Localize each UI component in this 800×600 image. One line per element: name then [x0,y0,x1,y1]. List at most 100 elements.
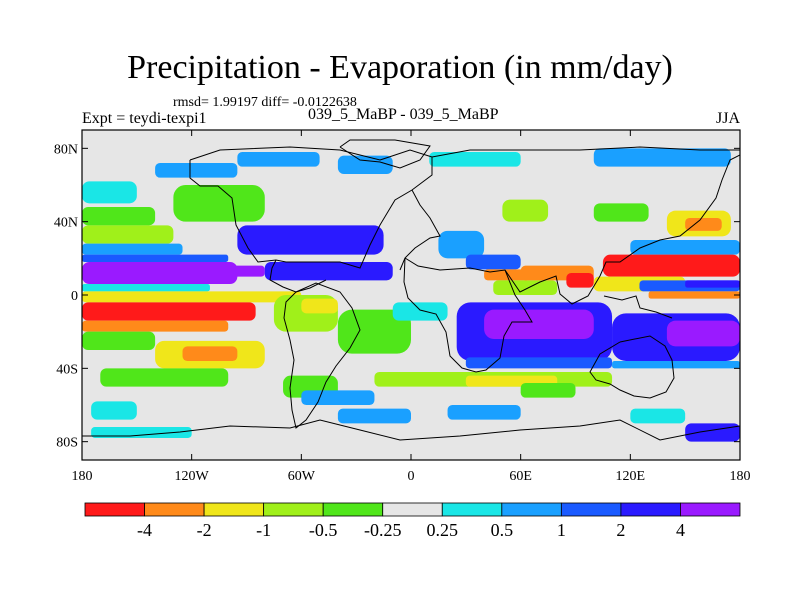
field-region [612,361,740,369]
y-tick-label: 0 [71,289,78,304]
field-region [173,185,265,222]
field-region [593,203,649,222]
x-tick-label: 0 [408,469,415,484]
x-tick-label: 60W [288,469,316,484]
colorbar-swatch [680,502,741,517]
field-region [685,423,740,442]
y-tick-label: 40S [56,362,78,377]
x-tick-label: 180 [730,469,751,484]
x-tick-label: 180 [72,469,93,484]
coastline-europe [399,189,441,271]
coastline-arabia-india [504,269,601,305]
field-region [82,243,183,255]
coastline-indonesia [603,295,673,319]
colorbar-swatch [322,502,384,517]
field-region [82,225,174,244]
coastline-south-america [283,282,361,429]
coastline-layer [82,139,740,441]
field-region [182,346,238,361]
season-label: JJA [715,110,740,127]
field-region [502,199,549,222]
colorbar-swatch [560,502,622,517]
colorbar-swatch [382,502,443,517]
colorbar-label: 2 [616,520,625,540]
field-region [155,163,238,178]
field-region [465,357,613,369]
colorbar-swatch [203,502,265,517]
case-label: 039_5_MaBP - 039_5_MaBP [308,106,499,123]
colorbar-label: -0.5 [309,520,338,540]
x-tick-label: 120E [616,469,646,484]
field-region [429,152,521,167]
field-region [82,207,156,226]
colorbar-label: 1 [557,520,566,540]
field-region [82,331,156,350]
field-region [301,298,338,314]
rmsd-diff-stats: rmsd= 1.99197 diff= -0.0122638 [173,95,357,110]
x-axis: 180 120W 60W 0 60E 120E 180 [72,130,751,484]
field-region [520,383,576,398]
coastline-antarctica [82,419,740,441]
field-region [264,262,393,281]
x-tick-label: 60E [509,469,532,484]
field-region [82,302,256,321]
field-region [630,408,686,424]
coastline-north-america [189,146,433,269]
colorbar-swatch [144,502,205,517]
field-region [82,181,137,204]
field-region [685,280,740,288]
field-region [82,320,229,332]
colorbar-label: 4 [676,520,685,540]
colorbar-swatch [263,502,324,517]
field-region [100,368,229,387]
colorbar-label: -4 [137,520,152,540]
field-region [648,291,740,299]
colorbar: -4 -2 -1 -0.5 -0.25 0.25 0.5 1 2 4 [84,502,741,540]
colorbar-swatch [441,502,503,517]
field-layer [82,130,740,460]
coastline-central-america [269,259,327,293]
colorbar-label: 0.5 [491,520,514,540]
field-region [91,427,192,438]
field-region [593,148,731,167]
colorbar-swatch [84,502,145,517]
field-region [630,240,740,255]
field-region [82,254,229,262]
field-region [82,284,210,292]
field-region [438,230,485,259]
colorbar-label: -0.25 [364,520,402,540]
field-region [447,405,521,420]
y-tick-label: 80N [54,142,78,157]
x-tick-label: 120W [175,469,210,484]
coastline-australia [589,335,675,399]
field-region [82,291,302,303]
coastline-asia-east [599,154,740,277]
field-region [237,152,320,167]
experiment-label: Expt = teydi-texpi1 [82,110,207,127]
field-region [91,401,137,420]
field-region [465,254,521,270]
field-region [602,254,740,277]
field-region [666,320,740,347]
y-tick-label: 80S [56,436,78,451]
colorbar-label: 0.25 [427,520,459,540]
y-tick-label: 40N [54,216,78,231]
coastline-africa [403,257,533,373]
colorbar-swatch [501,502,562,517]
field-region [301,390,375,405]
y-axis: 80N 40N 0 40S 80S [54,142,740,451]
chart-title: Precipitation - Evaporation (in mm/day) [127,49,673,86]
field-region [566,273,594,288]
colorbar-swatch [620,502,681,517]
coastline-eurasia-north [431,146,740,158]
coastline-greenland [339,139,431,169]
field-region [484,309,594,339]
colorbar-label: -2 [197,520,212,540]
field-region [237,225,384,255]
field-region [392,302,448,321]
field-region [337,408,411,424]
field-region [685,218,722,231]
field-region [118,265,265,277]
field-region [493,280,558,295]
